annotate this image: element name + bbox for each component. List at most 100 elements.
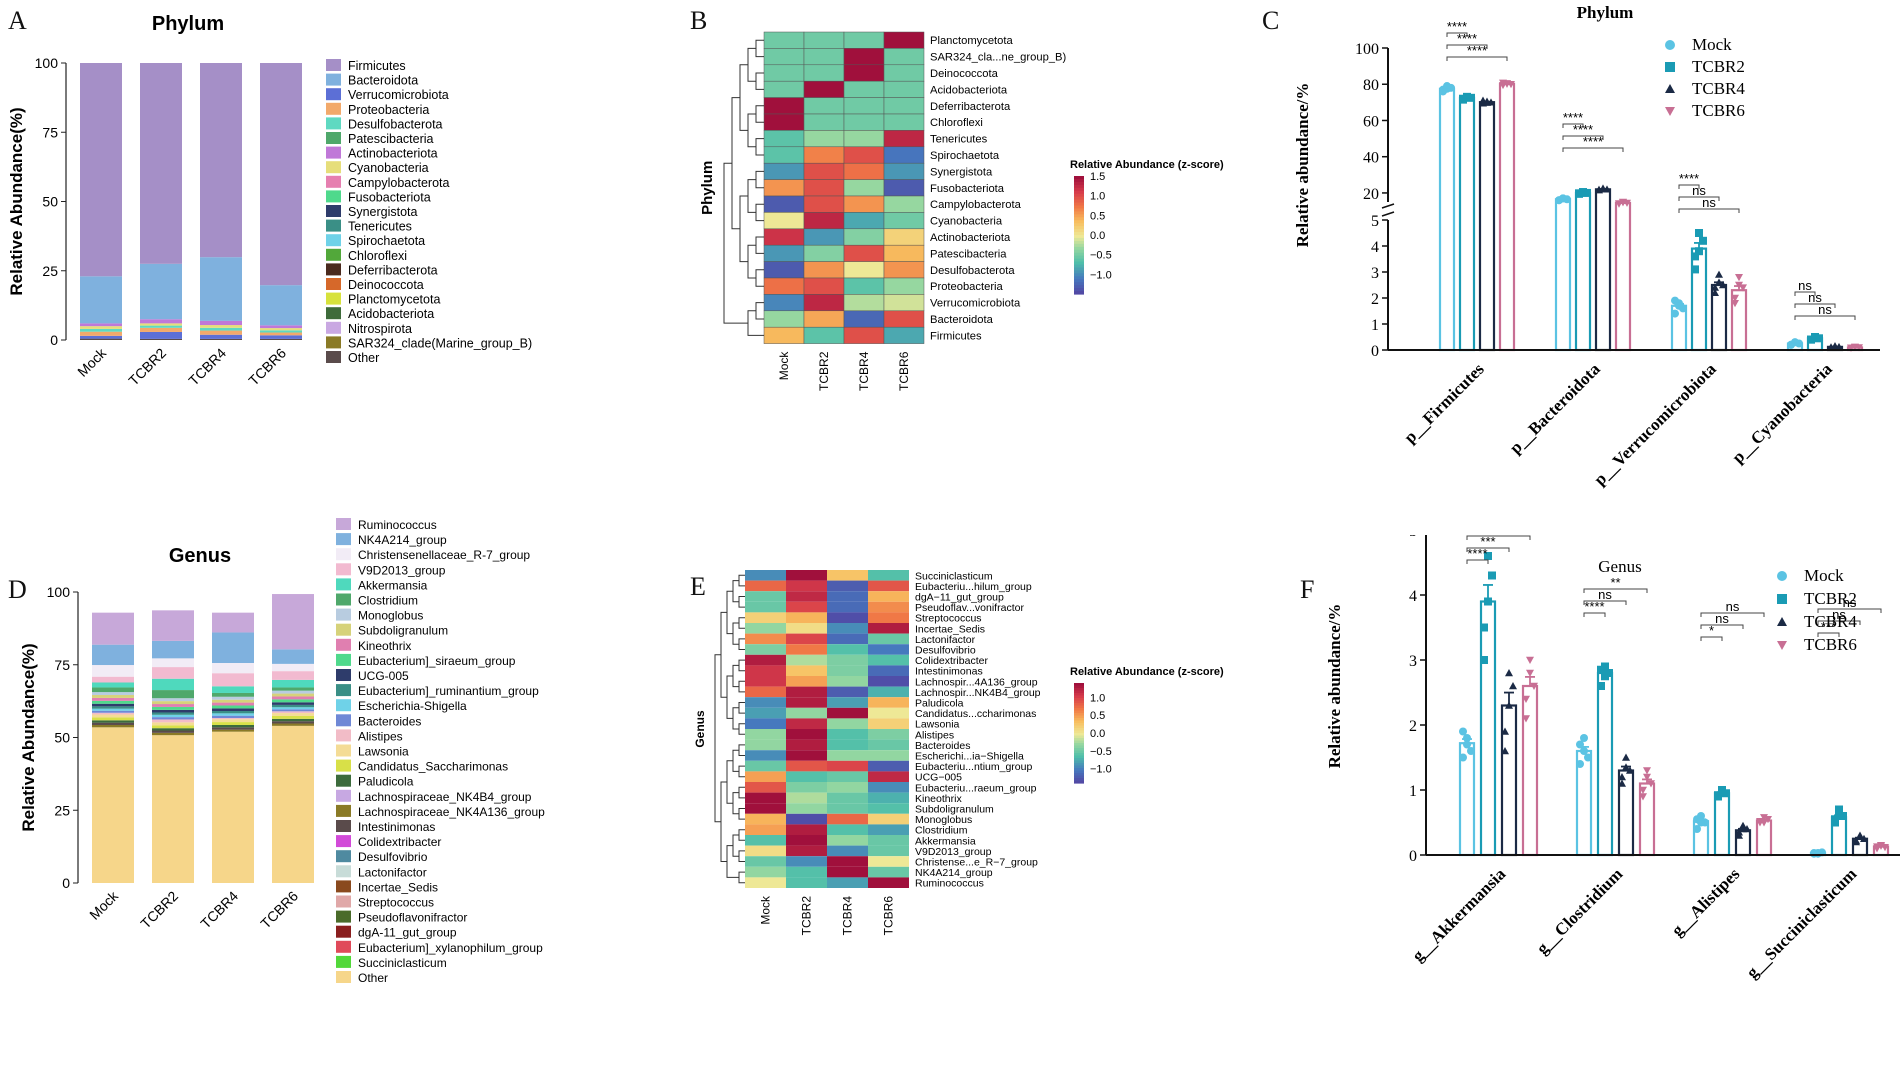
heat-cell-eubacteriu-ntium-group-tcbr4 bbox=[827, 761, 868, 772]
legend-label-eubacterium-ruminantium-group: Eubacterium]_ruminantium_group bbox=[358, 684, 539, 698]
legend-label-akkermansia: Akkermansia bbox=[358, 578, 428, 592]
y-axis-label: Relative abundance/% bbox=[1325, 604, 1344, 769]
dendrogram-branch bbox=[721, 782, 727, 862]
heat-cell-monoglobus-tcbr2 bbox=[786, 814, 827, 825]
legend-label-clostridium: Clostridium bbox=[358, 594, 418, 608]
legend-swatch-deferribacterota bbox=[326, 263, 341, 275]
heat-cell-lachnospir-4a136-group-tcbr4 bbox=[827, 676, 868, 687]
heat-cell-ucg-005-tcbr6 bbox=[868, 771, 909, 782]
significance-label: ns bbox=[1726, 599, 1740, 614]
heat-cell-incertae-sedis-tcbr6 bbox=[868, 623, 909, 634]
y-tick-label: 25 bbox=[54, 802, 70, 818]
bar-segment-monoglobus-mock bbox=[92, 692, 134, 695]
heat-cell-lachnospir-nk4b4-group-mock bbox=[745, 687, 786, 698]
legend-label-kineothrix: Kineothrix bbox=[358, 639, 411, 653]
bar-tcbr2-g-clostridium bbox=[1598, 673, 1612, 855]
bar-segment-firmicutes-mock bbox=[80, 63, 122, 276]
legend-label-alistipes: Alistipes bbox=[358, 729, 403, 743]
row-label: Tenericutes bbox=[930, 134, 988, 146]
bar-segment-akkermansia-tcbr6 bbox=[272, 680, 314, 688]
legend-swatch-tenericutes bbox=[326, 220, 341, 232]
significance-label: ns bbox=[1702, 195, 1716, 210]
bar-segment-paludicola-tcbr2 bbox=[152, 728, 194, 730]
bar-tcbr6-g-akkermansia bbox=[1523, 686, 1537, 855]
bar-segment-eubacterium-siraeum-group-tcbr4 bbox=[212, 705, 254, 708]
y-tick-label: 0 bbox=[62, 875, 70, 891]
panel-a-stacked-bar-chart: PhylumRelative Abundance(%)0255075100Moc… bbox=[0, 0, 660, 520]
heat-cell-monoglobus-tcbr6 bbox=[868, 814, 909, 825]
bar-segment-other-tcbr2 bbox=[140, 339, 182, 340]
dendrogram-branch bbox=[721, 612, 727, 697]
heat-cell-subdoligranulum-mock bbox=[745, 803, 786, 814]
heat-cell-sar324-cla-ne-group-b-tcbr4 bbox=[844, 48, 884, 64]
x-tick-label: g__Succiniclasticum bbox=[1743, 864, 1861, 982]
bar-segment-ucg-005-tcbr2 bbox=[152, 710, 194, 713]
heat-cell-chloroflexi-tcbr6 bbox=[884, 114, 924, 130]
bar-segment-clostridium-tcbr6 bbox=[272, 687, 314, 690]
row-label: Ruminococcus bbox=[915, 878, 984, 890]
heat-cell-fusobacteriota-tcbr4 bbox=[844, 180, 884, 196]
bar-segment-ucg-005-tcbr4 bbox=[212, 708, 254, 711]
bar-tcbr4-p-bacteroidota bbox=[1596, 189, 1610, 350]
heat-cell-alistipes-tcbr2 bbox=[786, 729, 827, 740]
heat-cell-ruminococcus-tcbr4 bbox=[827, 877, 868, 888]
heat-cell-lachnospir-4a136-group-mock bbox=[745, 676, 786, 687]
data-point-tcbr6-g-akkermansia bbox=[1526, 657, 1534, 664]
heat-cell-actinobacteriota-tcbr2 bbox=[804, 229, 844, 245]
legend-label-chloroflexi: Chloroflexi bbox=[348, 249, 407, 263]
data-point-tcbr4-g-akkermansia bbox=[1509, 682, 1517, 689]
heat-cell-spirochaetota-tcbr2 bbox=[804, 147, 844, 163]
legend-label-paludicola: Paludicola bbox=[358, 775, 414, 789]
heat-cell-eubacteriu-ntium-group-mock bbox=[745, 761, 786, 772]
row-label: Chloroflexi bbox=[930, 117, 983, 129]
y-tick-label: 5 bbox=[1371, 213, 1379, 230]
legend-swatch-v9d2013-group bbox=[336, 563, 351, 575]
bar-segment-intestinimonas-tcbr4 bbox=[212, 727, 254, 729]
heat-cell-paludicola-tcbr6 bbox=[868, 697, 909, 708]
dendrogram-branch bbox=[732, 98, 740, 229]
heat-cell-christense-e-r-7-group-tcbr2 bbox=[786, 856, 827, 867]
heat-cell-acidobacteriota-mock bbox=[764, 81, 804, 97]
data-point-mock-g-akkermansia bbox=[1459, 754, 1467, 762]
column-label: Mock bbox=[759, 895, 773, 925]
heat-cell-v9d2013-group-tcbr2 bbox=[786, 846, 827, 857]
dendrogram-branch bbox=[748, 114, 756, 147]
heat-cell-akkermansia-tcbr2 bbox=[786, 835, 827, 846]
heat-cell-actinobacteriota-tcbr4 bbox=[844, 229, 884, 245]
heat-cell-incertae-sedis-tcbr4 bbox=[827, 623, 868, 634]
bar-segment-lawsonia-mock bbox=[92, 715, 134, 718]
legend-label-lawsonia: Lawsonia bbox=[358, 745, 409, 759]
legend-swatch-ruminococcus bbox=[336, 518, 351, 530]
bar-segment-alistipes-mock bbox=[92, 713, 134, 715]
bar-segment-alistipes-tcbr6 bbox=[272, 711, 314, 713]
dendrogram-branch bbox=[715, 655, 721, 822]
bar-tcbr2-p-verrucomicrobiota bbox=[1692, 249, 1706, 350]
y-axis-label: Relative Abundance(%) bbox=[7, 107, 26, 295]
heat-cell-bacteroides-tcbr6 bbox=[868, 740, 909, 751]
y-tick-label: 100 bbox=[47, 584, 71, 600]
row-label: Deinococcota bbox=[930, 68, 999, 80]
legend-swatch-intestinimonas bbox=[336, 820, 351, 832]
legend-label-succiniclasticum: Succiniclasticum bbox=[358, 956, 447, 970]
dendrogram-branch bbox=[748, 180, 756, 213]
heat-cell-akkermansia-mock bbox=[745, 835, 786, 846]
bar-segment-lachnospiraceae-nk4a136-group-mock bbox=[92, 725, 134, 727]
heat-cell-desulfobacterota-tcbr6 bbox=[884, 262, 924, 278]
y-tick-label: 2 bbox=[1371, 291, 1379, 308]
legend-swatch-firmicutes bbox=[326, 59, 341, 71]
legend-swatch-spirochaetota bbox=[326, 234, 341, 246]
legend-label-sar324-clade-marine-group-b: SAR324_clade(Marine_group_B) bbox=[348, 336, 532, 350]
significance-label: *** bbox=[1480, 535, 1495, 549]
dendrogram-branch bbox=[727, 591, 733, 633]
y-tick-label: 3 bbox=[1409, 653, 1417, 670]
bar-segment-paludicola-tcbr4 bbox=[212, 725, 254, 727]
legend-swatch-sar324-clade-marine-group-b bbox=[326, 336, 341, 348]
row-label: Spirochaetota bbox=[930, 150, 1000, 162]
legend-swatch-eubacterium-siraeum-group bbox=[336, 654, 351, 666]
bar-segment-clostridium-mock bbox=[92, 687, 134, 692]
legend-label-dga-11-gut-group: dgA-11_gut_group bbox=[358, 926, 457, 940]
legend-swatch-fusobacteriota bbox=[326, 190, 341, 202]
bar-segment-alistipes-tcbr4 bbox=[212, 718, 254, 719]
heat-cell-candidatus-ccharimonas-tcbr6 bbox=[868, 708, 909, 719]
legend-swatch-desulfobacterota bbox=[326, 117, 341, 129]
